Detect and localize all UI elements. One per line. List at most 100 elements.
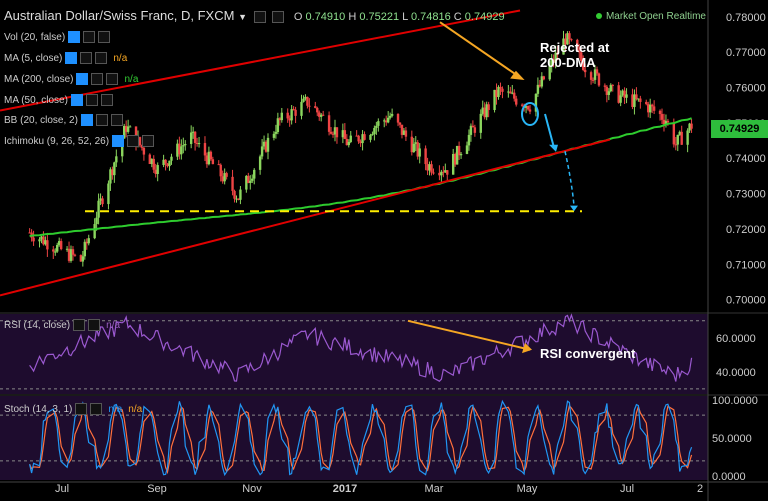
indicator-ma5[interactable]: MA (5, close) n/a [4,52,128,65]
candle-body [442,171,445,173]
projection-arrow [544,113,555,148]
candle-body [432,172,435,174]
candle-body [162,159,165,166]
indicator-ma200[interactable]: MA (200, close) n/a [4,73,139,86]
settings-icon[interactable] [75,403,88,416]
candle-body [404,130,408,137]
candle-body [438,172,441,176]
candle-body [79,255,83,262]
indicator-bb[interactable]: BB (20, close, 2) [4,113,123,129]
candle-body [416,142,419,157]
candle-body [609,84,612,92]
close-icon[interactable] [142,135,155,148]
close-icon[interactable] [98,31,111,44]
candle-body [597,73,601,86]
candle-body [121,138,124,157]
candle-body [465,145,469,154]
eye-icon[interactable] [112,135,125,148]
candle-body [623,90,626,98]
candle-body [54,251,57,253]
indicator-ichimoku[interactable]: Ichimoku (9, 26, 52, 26) [4,134,155,150]
settings-icon[interactable] [95,114,108,127]
candle-body [292,109,295,111]
candle-body [237,198,240,200]
candle-body [520,104,524,106]
candle-body [481,107,484,114]
status-dot-icon [595,13,602,20]
close-icon[interactable] [106,73,119,86]
candle-body [168,160,171,167]
eye-icon[interactable] [68,31,81,44]
candle-body [28,232,31,234]
candle-body [272,133,276,138]
close-icon[interactable] [100,94,113,107]
close-icon[interactable] [88,319,101,332]
settings-icon[interactable] [85,94,98,107]
candle-body [645,101,648,105]
candle-body [578,50,581,53]
eye-icon[interactable] [76,73,89,86]
symbol-dropdown-icon[interactable]: ▼ [238,12,247,22]
candle-body [274,132,278,134]
indicator-rsi[interactable]: RSI (14, close) n/a [4,319,121,332]
symbol-title[interactable]: Australian Dollar/Swiss Franc, D, FXCM [4,8,235,23]
candle-body [428,164,431,171]
candle-body [589,72,593,80]
candle-body [302,98,305,102]
candle-body [513,92,516,99]
rsi-tick-label: 40.0000 [716,367,756,379]
candle-body [402,130,406,135]
candle-body [341,130,345,138]
close-icon[interactable] [110,114,123,127]
candle-body [455,145,459,165]
stoch-k-line [29,399,693,477]
eye-icon[interactable] [70,94,83,107]
rsi-arrow-head [522,342,532,354]
candle-body [184,143,187,146]
rejection-circle [521,102,539,127]
candle-body [40,236,43,240]
candle-body [191,131,195,133]
candle-body [247,175,250,183]
candle-body [150,158,153,165]
eye-icon[interactable] [80,114,93,127]
close-icon[interactable] [90,403,103,416]
candle-body [386,117,390,123]
candle-body [251,178,254,181]
candle-body [568,33,571,40]
alert-icon[interactable] [272,10,285,23]
candle-body [314,106,317,108]
close-icon[interactable] [95,52,108,65]
candle-body [446,170,449,175]
candle-body [101,198,104,205]
candle-body [566,33,569,45]
stoch-tick-label: 100.0000 [712,395,758,407]
candle-body [562,38,565,55]
candle-body [536,84,540,94]
candle-body [493,89,496,111]
settings-icon[interactable] [91,73,104,86]
price-tick-label: 0.78000 [726,12,766,24]
settings-icon[interactable] [80,52,93,65]
candle-body [193,131,197,143]
candle-body [142,147,146,155]
settings-icon[interactable] [73,319,86,332]
stoch-d-line [29,404,693,475]
indicator-vol[interactable]: Vol (20, false) [4,30,111,46]
candle-body [591,79,595,81]
indicator-stoch[interactable]: Stoch (14, 3, 1) n/a n/a [4,403,143,416]
eye-icon[interactable] [65,52,78,65]
candle-body [111,169,114,176]
settings-icon[interactable] [127,135,140,148]
candle-body [359,141,362,144]
candle-body [363,134,366,140]
indicator-ma50[interactable]: MA (50, close) [4,93,113,109]
chart-header: Australian Dollar/Swiss Franc, D, FXCM ▼… [4,8,505,23]
settings-icon[interactable] [253,10,266,23]
candle-body [469,125,473,135]
candle-body [52,249,55,252]
candle-body [542,76,546,80]
candle-body [564,38,567,45]
candle-body [235,198,238,200]
settings-icon[interactable] [83,31,96,44]
